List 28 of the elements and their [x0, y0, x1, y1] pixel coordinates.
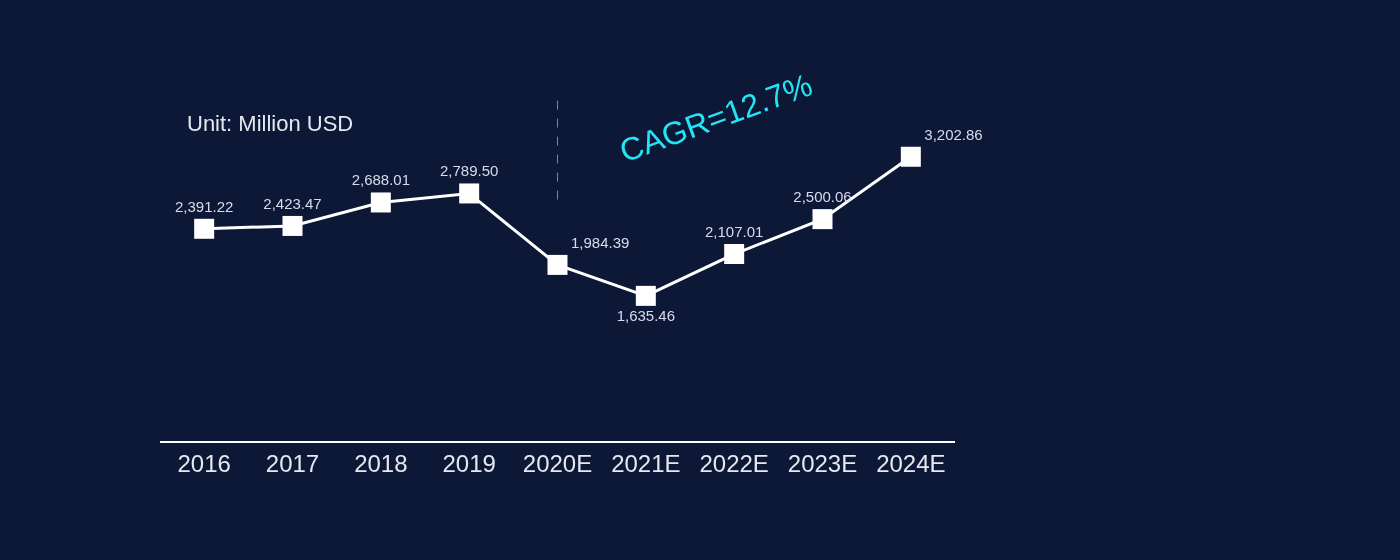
point [547, 254, 568, 275]
data-label: 2,107.01 [704, 222, 764, 240]
x-tick-label: 2022E [699, 449, 769, 477]
x-tick-label: 2018 [354, 449, 408, 477]
point [812, 209, 833, 230]
point [459, 183, 480, 204]
data-label: 2,500.06 [793, 187, 852, 205]
point [194, 218, 215, 239]
x-tick-label: 2016 [177, 449, 231, 477]
text: Unit: Million USD [187, 111, 354, 136]
data-label: 2,688.01 [351, 171, 411, 189]
x-tick-label: 2021E [611, 449, 681, 477]
data-label: 1,984.39 [571, 233, 630, 251]
x-tick-label: 2019 [442, 449, 496, 477]
data-label: 2,423.47 [263, 194, 322, 212]
x-tick-label: 2023E [787, 449, 858, 477]
x-tick-label: 2020E [522, 449, 593, 477]
x-tick-label: 2017 [265, 449, 320, 477]
data-label: 2,391.22 [174, 197, 234, 215]
point [724, 244, 745, 265]
data-label: 2,789.50 [439, 162, 499, 180]
point [900, 146, 921, 167]
data-label: 1,635.46 [616, 306, 676, 324]
x-tick-label: 2024E [876, 449, 946, 477]
point [370, 192, 391, 213]
point [282, 215, 303, 236]
data-label: 3,202.86 [924, 125, 983, 143]
point [635, 285, 656, 306]
